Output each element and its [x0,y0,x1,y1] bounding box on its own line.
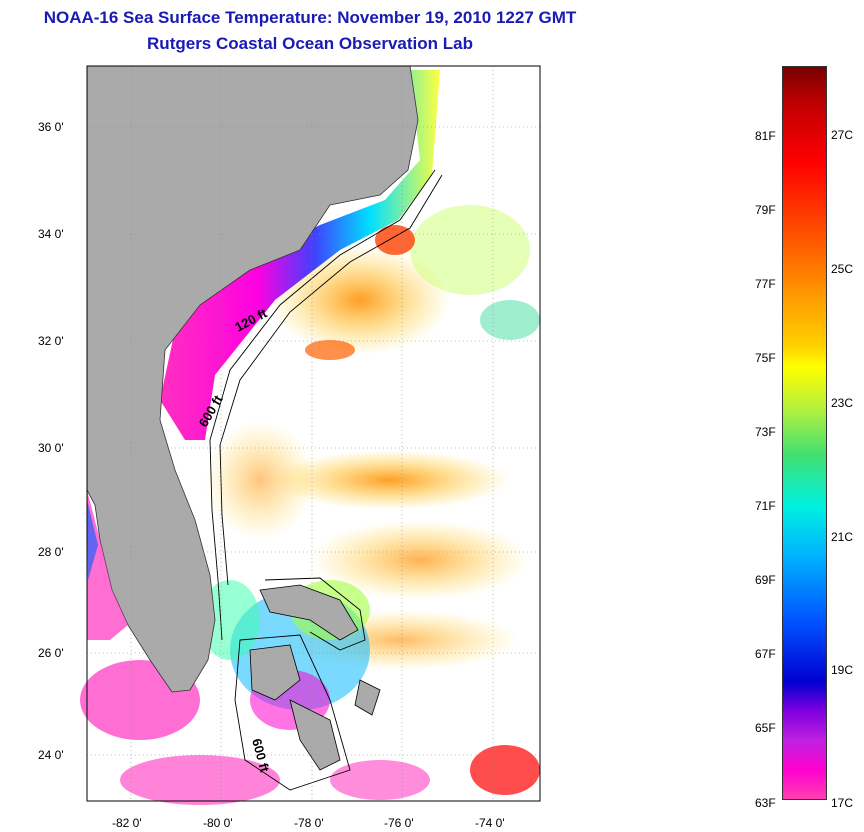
colorbar-label-c: 17C [831,796,854,810]
colorbar-label-f: 81F [755,129,776,143]
colorbar-label-c: 19C [831,663,854,677]
latitude-axis: 24 0' 26 0' 28 0' 30 0' 32 0' 34 0' 36 0… [38,120,64,762]
gulf-coast-cold-water [87,500,98,580]
colorbar-label-f: 73F [755,425,776,439]
lat-tick-label: 34 0' [38,227,64,241]
lat-tick-label: 30 0' [38,441,64,455]
temperature-colorbar [782,66,827,800]
colorbar-label-f: 65F [755,721,776,735]
map-subtitle: Rutgers Coastal Ocean Observation Lab [147,34,473,53]
colorbar-label-f: 79F [755,203,776,217]
lat-lon-grid [87,66,540,801]
colorbar-label-c: 23C [831,396,854,410]
map-frame [86,65,541,802]
lon-tick-label: -74 0' [475,816,505,830]
colorbar-label-f: 77F [755,277,776,291]
lon-tick-label: -76 0' [384,816,414,830]
lat-tick-label: 36 0' [38,120,64,134]
coastal-cold-band [160,70,440,440]
lon-tick-label: -82 0' [112,816,142,830]
colorbar-label-f: 75F [755,351,776,365]
colorbar-label-f: 67F [755,647,776,661]
colorbar-label-c: 27C [831,128,854,142]
colorbar-label-c: 21C [831,530,854,544]
colorbar-label-f: 71F [755,499,776,513]
colorbar-label-c: 25C [831,262,854,276]
lat-tick-label: 26 0' [38,646,64,660]
lon-tick-label: -78 0' [294,816,324,830]
gulf-coast-water [87,490,128,640]
lat-tick-label: 24 0' [38,748,64,762]
map-title: NOAA-16 Sea Surface Temperature: Novembe… [43,8,577,27]
bahamas-islands [249,584,381,771]
lon-tick-label: -80 0' [203,816,233,830]
isobath-contours [209,169,443,791]
colorbar-label-f: 63F [755,796,776,810]
lat-tick-label: 28 0' [38,545,64,559]
longitude-axis: -82 0' -80 0' -78 0' -76 0' -74 0' [112,816,505,830]
colorbar-label-f: 69F [755,573,776,587]
lat-tick-label: 32 0' [38,334,64,348]
